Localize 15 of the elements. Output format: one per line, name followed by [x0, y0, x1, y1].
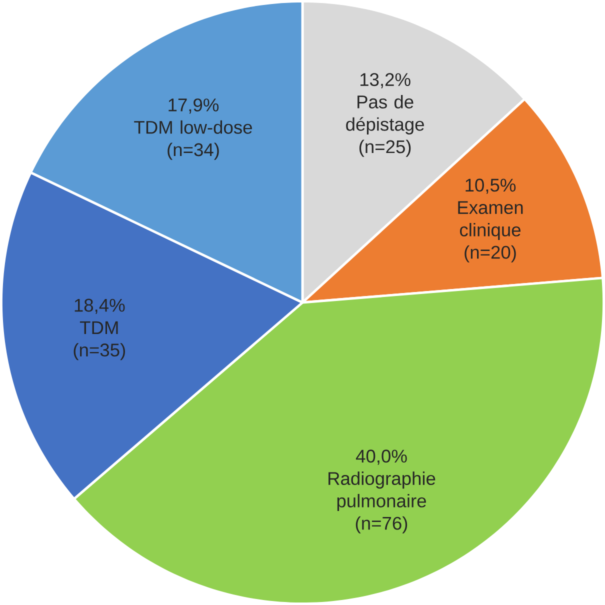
- slice-label: Examen clinique: [458, 201, 523, 240]
- text: (n=20): [464, 245, 516, 262]
- slice-label: TDM: [80, 321, 118, 334]
- data-label: 17,9%: [168, 98, 219, 114]
- text: (n=25): [359, 140, 411, 157]
- data-label: 13,2%: [360, 73, 410, 88]
- text: (n=76): [356, 516, 408, 534]
- text: (n=34): [168, 142, 219, 160]
- slice-label: TDM low-dose: [134, 120, 252, 134]
- slice-label: Radiographie pulmonaire: [328, 472, 436, 512]
- text: (n=35): [74, 343, 125, 360]
- data-label: 18,4%: [74, 298, 125, 314]
- slice-label: Pas de dépistage: [346, 95, 424, 134]
- data-label: 10,5%: [466, 178, 516, 194]
- data-label: 40,0%: [356, 450, 407, 465]
